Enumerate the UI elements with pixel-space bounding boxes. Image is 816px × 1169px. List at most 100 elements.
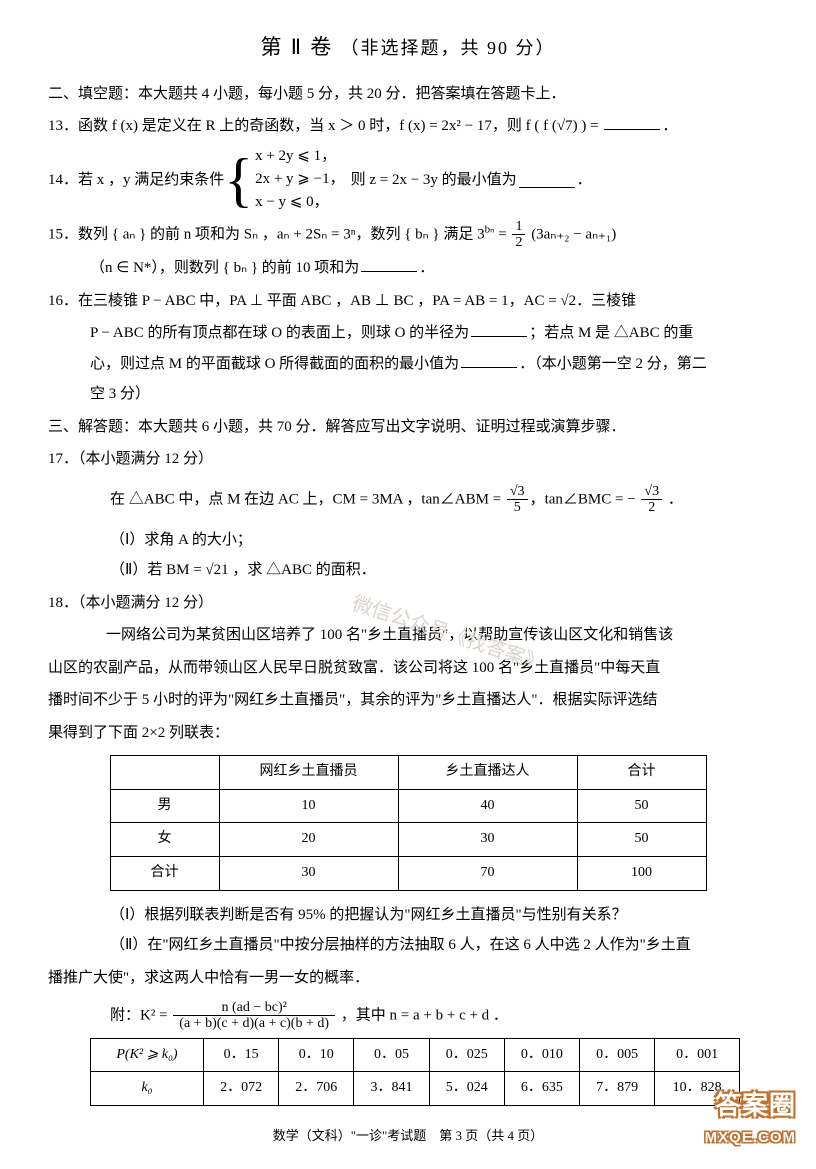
q17-body: 在 △ABC 中，点 M 在边 AC 上，CM = 3MA ，tan∠ABM =… <box>48 484 768 516</box>
q14-c1: x + 2y ⩽ 1， <box>255 145 345 168</box>
q17-part1: （Ⅰ）求角 A 的大小； <box>48 526 768 555</box>
cell: 50 <box>577 823 706 857</box>
q18-p2: 山区的农副产品，从而带领山区人民早日脱贫致富．该公司将这 100 名"乡土直播员… <box>48 654 768 683</box>
ktab-h: P(K² ⩾ k₀) <box>91 1038 204 1072</box>
cell: 10 <box>219 789 398 823</box>
cell: 40 <box>398 789 577 823</box>
q14-c2: 2x + y ⩾ −1， <box>255 168 345 191</box>
table-row: 女 20 30 50 <box>110 823 706 857</box>
q14-lead: 14．若 x ，y 满足约束条件 <box>48 166 224 195</box>
cell: 5．024 <box>429 1072 504 1106</box>
table-row: 男 10 40 50 <box>110 789 706 823</box>
k2-den: (a + b)(c + d)(a + c)(b + d) <box>173 1016 335 1031</box>
brace-icon: { <box>224 150 253 210</box>
q18att-a: 附：K² = <box>110 1007 171 1023</box>
q17c: ． <box>664 491 683 507</box>
t18-h3: 合计 <box>577 756 706 790</box>
cell: 2．072 <box>204 1072 279 1106</box>
q14-blank <box>519 172 575 188</box>
q18-part1: （Ⅰ）根据列联表判断是否有 95% 的把握认为"网红乡土直播员"与性别有关系？ <box>48 901 768 930</box>
cell: 30 <box>219 856 398 890</box>
q18-part2a: （Ⅱ）在"网红乡土直播员"中按分层抽样的方法抽取 6 人，在这 6 人中选 2 … <box>48 931 768 960</box>
q18-p1: 一网络公司为某贫困山区培养了 100 名"乡土直播员"，以帮助宣传该山区文化和销… <box>48 621 768 650</box>
section-3-header: 三、解答题：本大题共 6 小题，共 70 分．解答应写出文字说明、证明过程或演算… <box>48 413 768 442</box>
q16-line4: 空 3 分） <box>48 380 768 409</box>
q15-line1: 15．数列 { aₙ } 的前 n 项和为 Sₙ ，aₙ + 2Sₙ = 3ⁿ，… <box>48 219 768 251</box>
q15-frac: 12 <box>512 219 525 251</box>
cell: 30 <box>398 823 577 857</box>
table-row: P(K² ⩾ k₀) 0．15 0．10 0．05 0．025 0．010 0．… <box>91 1038 740 1072</box>
q15-end: ． <box>419 260 434 276</box>
q17f1n: √3 <box>507 484 528 500</box>
k2-frac: n (ad − bc)² (a + b)(c + d)(a + c)(b + d… <box>173 1000 335 1032</box>
cell: 10．828 <box>655 1072 740 1106</box>
q17b: ，tan∠BMC = − <box>530 491 640 507</box>
table-row: k₀ 2．072 2．706 3．841 5．024 6．635 7．879 1… <box>91 1072 740 1106</box>
q13-end: ． <box>662 118 677 134</box>
section-2-header: 二、填空题：本大题共 4 小题，每小题 5 分，共 20 分．把答案填在答题卡上… <box>48 80 768 109</box>
cell: 20 <box>219 823 398 857</box>
q14-c3: x − y ⩽ 0， <box>255 191 345 214</box>
q16b: P − ABC 的所有顶点都在球 O 的表面上，则球 O 的半径为 <box>90 325 469 341</box>
cell: 50 <box>577 789 706 823</box>
cell: 女 <box>110 823 219 857</box>
q15a: 15．数列 { aₙ } 的前 n 项和为 Sₙ ，aₙ + 2Sₙ = 3ⁿ，… <box>48 226 485 242</box>
page-title: 第 Ⅱ 卷 （非选择题，共 90 分） <box>48 28 768 68</box>
q14-tail: 则 z = 2x − 3y 的最小值为 <box>351 166 517 195</box>
q14: 14．若 x ，y 满足约束条件 { x + 2y ⩽ 1， 2x + y ⩾ … <box>48 145 768 215</box>
q13: 13．函数 f (x) 是定义在 R 上的奇函数，当 x ＞ 0 时，f (x)… <box>48 112 768 141</box>
cell: 0．005 <box>580 1038 655 1072</box>
q18-part2b: 播推广大使"，求这两人中恰有一男一女的概率． <box>48 964 768 993</box>
cell: 0．10 <box>279 1038 354 1072</box>
q13-blank <box>604 114 660 130</box>
cell: 0．001 <box>655 1038 740 1072</box>
title-main: 第 Ⅱ 卷 <box>260 35 333 59</box>
q16-line3: 心，则过点 M 的平面截球 O 所得截面的面积的最小值为 ．（本小题第一空 2 分… <box>48 350 768 379</box>
q17f2d: 2 <box>641 500 662 515</box>
q16-blank1 <box>471 321 527 337</box>
q17a: 在 △ABC 中，点 M 在边 AC 上，CM = 3MA ，tan∠ABM = <box>110 491 505 507</box>
q15-line2: （n ∈ N*），则数列 { bₙ } 的前 10 项和为 ． <box>48 254 768 283</box>
q18-attach: 附：K² = n (ad − bc)² (a + b)(c + d)(a + c… <box>48 1000 768 1032</box>
ktab-k: k₀ <box>91 1072 204 1106</box>
cell: 0．05 <box>354 1038 429 1072</box>
cell: 0．15 <box>204 1038 279 1072</box>
q15-den: 2 <box>512 235 525 250</box>
table-row: 网红乡土直播员 乡土直播达人 合计 <box>110 756 706 790</box>
cell: 2．706 <box>279 1072 354 1106</box>
k2-num: n (ad − bc)² <box>173 1000 335 1016</box>
cell: 70 <box>398 856 577 890</box>
q18-table: 网红乡土直播员 乡土直播达人 合计 男 10 40 50 女 20 30 50 … <box>110 755 707 890</box>
q13-text: 13．函数 f (x) 是定义在 R 上的奇函数，当 x ＞ 0 时，f (x)… <box>48 118 602 134</box>
cell: 100 <box>577 856 706 890</box>
q18-head: 18．（本小题满分 12 分） <box>48 589 768 618</box>
t18-h0 <box>110 756 219 790</box>
cell: 7．879 <box>580 1072 655 1106</box>
t18-h1: 网红乡土直播员 <box>219 756 398 790</box>
k-table: P(K² ⩾ k₀) 0．15 0．10 0．05 0．025 0．010 0．… <box>90 1038 740 1106</box>
q16e: ．（本小题第一空 2 分，第二 <box>519 356 707 372</box>
cell: 0．025 <box>429 1038 504 1072</box>
q15-num: 1 <box>512 219 525 235</box>
q15c: (3aₙ₊₂ − aₙ₊₁) <box>527 226 616 242</box>
q16c: ；若点 M 是 △ABC 的重 <box>529 325 693 341</box>
q16d: 心，则过点 M 的平面截球 O 所得截面的面积的最小值为 <box>90 356 459 372</box>
page-footer: 数学（文科）"一诊"考试题 第 3 页（共 4 页） <box>48 1124 768 1149</box>
q17f1d: 5 <box>507 500 528 515</box>
q14-constraints: x + 2y ⩽ 1， 2x + y ⩾ −1， x − y ⩽ 0， <box>255 145 345 215</box>
q18-p3: 播时间不少于 5 小时的评为"网红乡土直播员"，其余的评为"乡土直播达人"．根据… <box>48 686 768 715</box>
q17f2n: √3 <box>641 484 662 500</box>
q15d: （n ∈ N*），则数列 { bₙ } 的前 10 项和为 <box>90 260 359 276</box>
q17-part2: （Ⅱ）若 BM = √21 ，求 △ABC 的面积． <box>48 556 768 585</box>
title-sub: （非选择题，共 90 分） <box>341 38 556 58</box>
cell: 0．010 <box>504 1038 579 1072</box>
q16-blank2 <box>461 352 517 368</box>
table-row: 合计 30 70 100 <box>110 856 706 890</box>
cell: 6．635 <box>504 1072 579 1106</box>
q18-para-wrap: 微信公众号《找答案》 一网络公司为某贫困山区培养了 100 名"乡土直播员"，以… <box>48 621 768 747</box>
q18att-b: ，其中 n = a + b + c + d ． <box>341 1007 508 1023</box>
cell: 男 <box>110 789 219 823</box>
q15-exp: bₙ <box>485 223 495 235</box>
q17-frac2: √32 <box>641 484 662 516</box>
q15b: = <box>494 226 510 242</box>
